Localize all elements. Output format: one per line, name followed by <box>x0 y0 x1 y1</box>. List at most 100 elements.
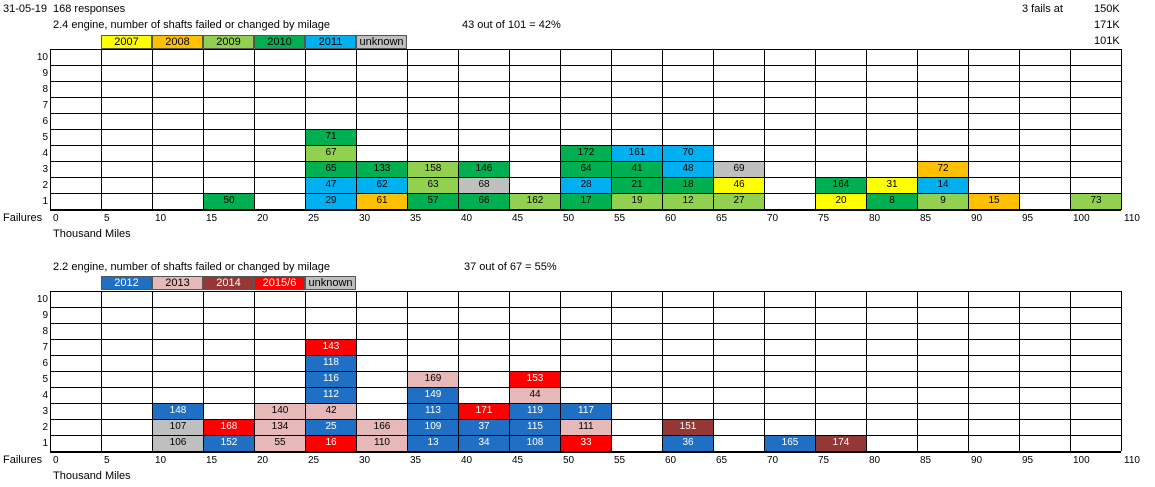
grid-line-h <box>50 339 1121 340</box>
legend-item: 2010 <box>254 35 305 49</box>
y-tick-label: 3 <box>42 406 48 417</box>
x-tick-label: 55 <box>614 455 626 466</box>
data-cell: 42 <box>305 403 357 420</box>
data-cell: 112 <box>305 387 357 404</box>
data-cell: 65 <box>305 161 357 178</box>
data-cell: 29 <box>305 193 357 210</box>
x-tick-label: 10 <box>155 455 167 466</box>
x-tick-label: 0 <box>53 213 59 224</box>
x-tick-label: 50 <box>563 455 575 466</box>
x-axis-label: Thousand Miles <box>53 228 131 240</box>
data-cell: 21 <box>611 177 663 194</box>
data-cell: 12 <box>662 193 714 210</box>
x-tick-label: 25 <box>308 455 320 466</box>
grid-line-h <box>50 113 1121 114</box>
x-axis-label: Thousand Miles <box>53 470 131 482</box>
data-cell: 47 <box>305 177 357 194</box>
legend-item: 2014 <box>203 276 254 290</box>
chart-summary: 37 out of 67 = 55% <box>464 261 557 273</box>
data-cell: 13 <box>407 435 459 452</box>
y-tick-label: 1 <box>42 196 48 207</box>
data-cell: 44 <box>509 387 561 404</box>
x-tick-label: 60 <box>665 213 677 224</box>
data-cell: 158 <box>407 161 459 178</box>
y-tick-label: 9 <box>42 310 48 321</box>
y-tick-label: 9 <box>42 68 48 79</box>
grid-line-h <box>50 387 1121 388</box>
y-tick-label: 3 <box>42 164 48 175</box>
data-cell: 118 <box>305 355 357 372</box>
grid-line-v <box>203 49 204 209</box>
y-tick-label: 5 <box>42 132 48 143</box>
data-cell: 133 <box>356 161 408 178</box>
fails-at-label: 3 fails at <box>1022 3 1063 15</box>
data-cell: 152 <box>203 435 255 452</box>
header-responses: 168 responses <box>53 3 126 15</box>
data-cell: 14 <box>917 177 969 194</box>
data-cell: 72 <box>917 161 969 178</box>
data-cell: 168 <box>203 419 255 436</box>
y-tick-label: 10 <box>36 52 48 63</box>
chart-title: 2.2 engine, number of shafts failed or c… <box>53 261 331 273</box>
y-axis-label: Failures <box>3 212 43 224</box>
x-tick-label: 70 <box>767 455 779 466</box>
x-tick-label: 20 <box>257 213 269 224</box>
data-cell: 67 <box>305 145 357 162</box>
legend-item: unknown <box>305 276 356 290</box>
x-tick-label: 75 <box>818 213 830 224</box>
grid-line-h <box>50 307 1121 308</box>
data-cell: 70 <box>662 145 714 162</box>
data-cell: 69 <box>713 161 765 178</box>
x-tick-label: 110 <box>1124 213 1140 224</box>
data-cell: 108 <box>509 435 561 452</box>
grid-line-v <box>815 49 816 209</box>
x-tick-label: 25 <box>308 213 320 224</box>
data-cell: 41 <box>611 161 663 178</box>
grid-line-v <box>713 49 714 209</box>
legend-item: 2013 <box>152 276 203 290</box>
grid-line-h <box>50 49 1121 50</box>
x-tick-label: 40 <box>461 213 473 224</box>
data-cell: 107 <box>152 419 204 436</box>
data-cell: 66 <box>458 193 510 210</box>
x-tick-label: 0 <box>53 455 59 466</box>
y-tick-label: 8 <box>42 326 48 337</box>
y-tick-label: 4 <box>42 148 48 159</box>
legend-item: 2012 <box>101 276 152 290</box>
grid-line-v <box>917 49 918 209</box>
data-cell: 106 <box>152 435 204 452</box>
grid-line-v <box>50 49 51 209</box>
y-tick-label: 10 <box>36 294 48 305</box>
x-tick-label: 55 <box>614 213 626 224</box>
grid-line-v <box>203 291 204 451</box>
x-tick-label: 110 <box>1124 455 1140 466</box>
y-tick-label: 2 <box>42 422 48 433</box>
x-tick-label: 35 <box>410 455 422 466</box>
x-tick-label: 95 <box>1022 213 1034 224</box>
data-cell: 115 <box>509 419 561 436</box>
x-tick-label: 45 <box>512 455 524 466</box>
grid-line-h <box>50 97 1121 98</box>
data-cell: 162 <box>509 193 561 210</box>
grid-line-v <box>662 291 663 451</box>
grid-line-h <box>50 451 1121 453</box>
data-cell: 171 <box>458 403 510 420</box>
x-tick-label: 100 <box>1073 455 1090 466</box>
legend-item: unknown <box>356 35 407 49</box>
legend-item: 2015/6 <box>254 276 305 290</box>
data-cell: 48 <box>662 161 714 178</box>
grid-line-v <box>764 291 765 451</box>
chart-summary: 43 out of 101 = 42% <box>462 19 561 31</box>
y-tick-label: 1 <box>42 438 48 449</box>
x-tick-label: 65 <box>716 455 728 466</box>
x-tick-label: 30 <box>359 455 371 466</box>
grid-line-h <box>50 355 1121 356</box>
data-cell: 50 <box>203 193 255 210</box>
y-tick-label: 4 <box>42 390 48 401</box>
x-tick-label: 90 <box>971 455 983 466</box>
data-cell: 174 <box>815 435 867 452</box>
chart-title: 2.4 engine, number of shafts failed or c… <box>53 19 331 31</box>
x-tick-label: 5 <box>104 213 110 224</box>
data-cell: 46 <box>713 177 765 194</box>
grid-line-v <box>1070 49 1071 209</box>
